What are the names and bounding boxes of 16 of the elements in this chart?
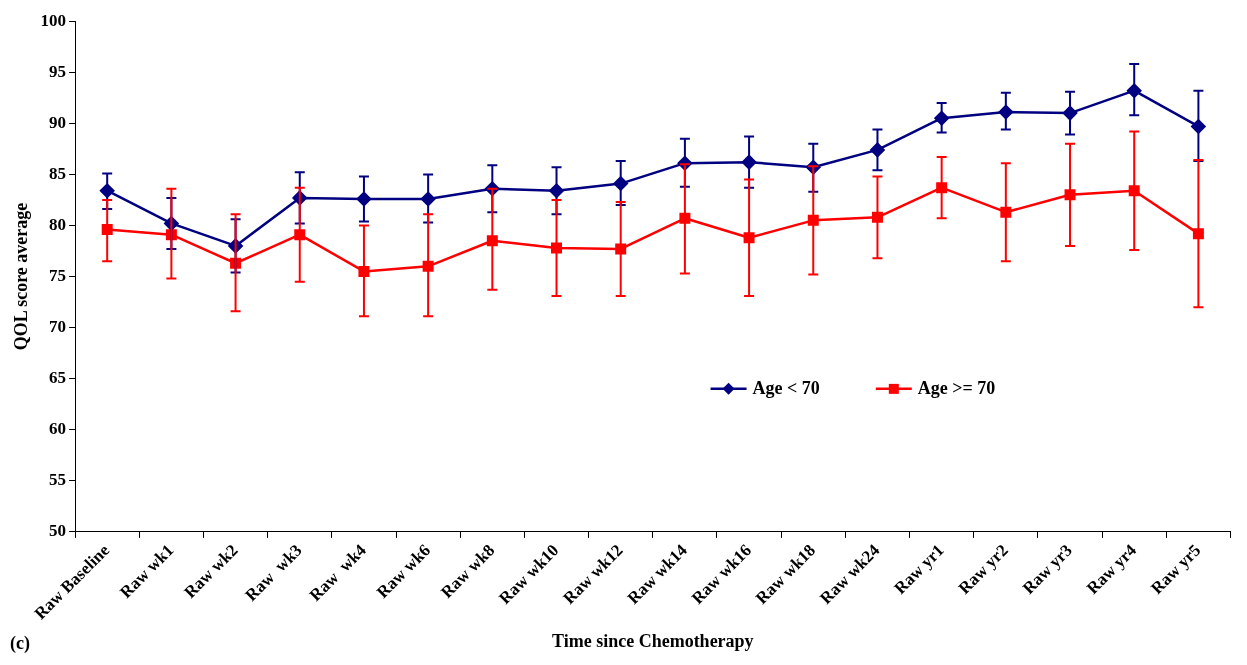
y-tick-label: 100 (40, 10, 67, 30)
y-tick-label: 80 (49, 214, 67, 234)
legend-label: Age >= 70 (917, 377, 996, 398)
y-tick-label: 65 (49, 368, 67, 388)
x-axis-title: Time since Chemotherapy (551, 630, 754, 651)
y-tick-label: 90 (49, 112, 67, 132)
text: (c) (10, 632, 30, 654)
legend-label: Age < 70 (752, 377, 820, 398)
y-tick-label: 70 (49, 316, 67, 336)
y-tick-label: 55 (49, 470, 67, 490)
y-tick-label: 85 (49, 163, 67, 183)
y-tick-label: 50 (49, 521, 67, 541)
y-axis-title: QOL score average (11, 202, 32, 351)
y-tick-label: 75 (49, 265, 67, 285)
y-tick-label: 95 (49, 61, 67, 81)
y-tick-label: 60 (49, 419, 67, 439)
